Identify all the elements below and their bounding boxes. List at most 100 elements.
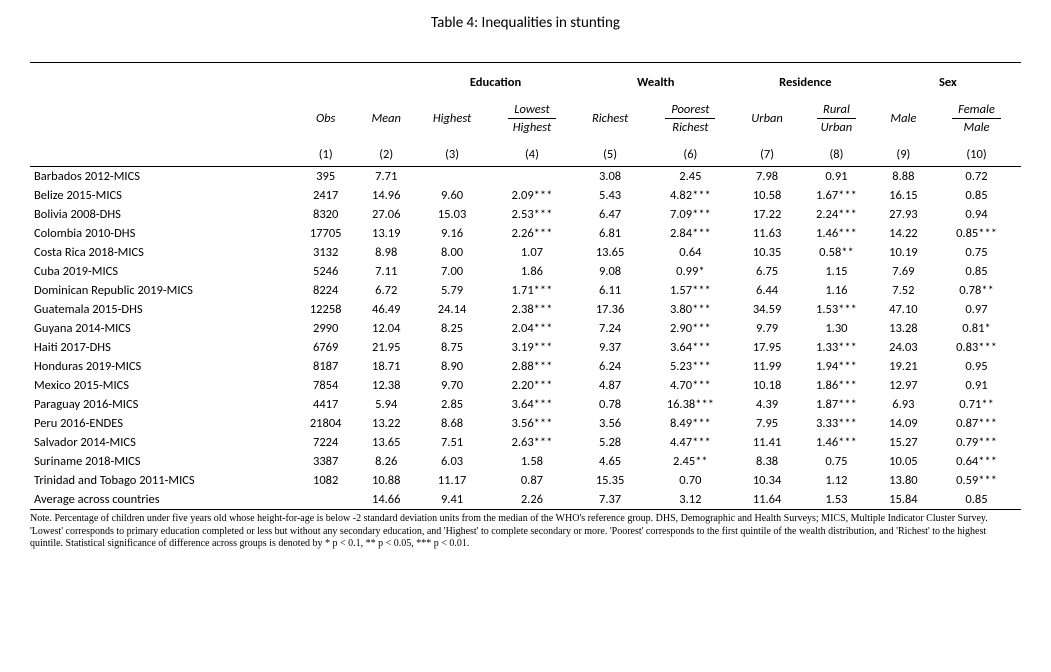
cell: 6.24 (575, 357, 644, 376)
cell: 7854 (295, 376, 357, 395)
cell: 1.15 (798, 262, 875, 281)
colnum: (8) (798, 137, 875, 167)
cell: 0.91 (932, 376, 1021, 395)
col-r-urban: Urban (736, 96, 798, 137)
ratio-bot: Highest (492, 119, 571, 135)
col-ed-highest: Highest (416, 96, 489, 137)
table-row: Costa Rica 2018-MICS31328.988.001.0713.6… (30, 243, 1021, 262)
cell: 1.12 (798, 471, 875, 490)
cell: 0.75 (798, 452, 875, 471)
cell: 2.84*** (645, 224, 736, 243)
cell: 24.14 (416, 300, 489, 319)
cell: 21.95 (357, 338, 416, 357)
cell: 0.64*** (932, 452, 1021, 471)
table-row: Average across countries14.669.412.267.3… (30, 490, 1021, 510)
row-label: Mexico 2015-MICS (30, 376, 295, 395)
cell: 0.64 (645, 243, 736, 262)
col-number-row: (1) (2) (3) (4) (5) (6) (7) (8) (9) (10) (30, 137, 1021, 167)
table-head: Education Wealth Residence Sex Obs Mean … (30, 63, 1021, 167)
cell: 0.83*** (932, 338, 1021, 357)
cell: 12258 (295, 300, 357, 319)
table-row: Peru 2016-ENDES2180413.228.683.56***3.56… (30, 414, 1021, 433)
cell: 0.87 (488, 471, 575, 490)
table-body: Barbados 2012-MICS3957.713.082.457.980.9… (30, 167, 1021, 510)
cell: 4.70*** (645, 376, 736, 395)
cell: 7.00 (416, 262, 489, 281)
table-row: Salvador 2014-MICS722413.657.512.63***5.… (30, 433, 1021, 452)
colnum: (2) (357, 137, 416, 167)
cell: 8187 (295, 357, 357, 376)
cell: 5.28 (575, 433, 644, 452)
cell: 7.95 (736, 414, 798, 433)
cell: 0.85 (932, 262, 1021, 281)
row-label: Paraguay 2016-MICS (30, 395, 295, 414)
cell: 6.11 (575, 281, 644, 300)
cell: 8320 (295, 205, 357, 224)
cell: 10.34 (736, 471, 798, 490)
cell: 1.94*** (798, 357, 875, 376)
table-row: Colombia 2010-DHS1770513.199.162.26***6.… (30, 224, 1021, 243)
cell: 11.63 (736, 224, 798, 243)
cell: 17705 (295, 224, 357, 243)
cell: 7.71 (357, 167, 416, 187)
group-residence: Residence (736, 67, 875, 96)
cell: 13.19 (357, 224, 416, 243)
cell: 13.65 (357, 433, 416, 452)
cell: 10.88 (357, 471, 416, 490)
cell: 6.47 (575, 205, 644, 224)
cell: 1082 (295, 471, 357, 490)
cell: 395 (295, 167, 357, 187)
cell: 2.09*** (488, 186, 575, 205)
cell: 19.21 (875, 357, 932, 376)
cell: 8.00 (416, 243, 489, 262)
cell: 8.38 (736, 452, 798, 471)
ratio-bot: Male (936, 119, 1017, 135)
blank-cell (295, 67, 357, 96)
col-ed-ratio: Lowest Highest (488, 96, 575, 137)
cell: 1.30 (798, 319, 875, 338)
cell: 0.75 (932, 243, 1021, 262)
cell: 1.53 (798, 490, 875, 510)
cell: 11.99 (736, 357, 798, 376)
cell: 2990 (295, 319, 357, 338)
cell: 3.08 (575, 167, 644, 187)
ratio-top: Female (952, 102, 1001, 119)
cell: 6.75 (736, 262, 798, 281)
cell: 13.28 (875, 319, 932, 338)
cell: 21804 (295, 414, 357, 433)
cell: 16.38*** (645, 395, 736, 414)
cell: 0.94 (932, 205, 1021, 224)
table-row: Bolivia 2008-DHS832027.0615.032.53***6.4… (30, 205, 1021, 224)
row-label: Haiti 2017-DHS (30, 338, 295, 357)
cell: 0.58** (798, 243, 875, 262)
cell: 0.85 (932, 490, 1021, 510)
cell: 7.24 (575, 319, 644, 338)
cell: 1.86*** (798, 376, 875, 395)
table-row: Barbados 2012-MICS3957.713.082.457.980.9… (30, 167, 1021, 187)
cell: 9.16 (416, 224, 489, 243)
cell: 24.03 (875, 338, 932, 357)
row-label: Salvador 2014-MICS (30, 433, 295, 452)
cell: 9.37 (575, 338, 644, 357)
sub-header-row: Obs Mean Highest Lowest Highest Richest … (30, 96, 1021, 137)
cell: 8.26 (357, 452, 416, 471)
cell: 15.84 (875, 490, 932, 510)
cell: 11.17 (416, 471, 489, 490)
cell: 14.66 (357, 490, 416, 510)
cell: 1.46*** (798, 224, 875, 243)
cell: 27.93 (875, 205, 932, 224)
cell: 0.95 (932, 357, 1021, 376)
row-label: Cuba 2019-MICS (30, 262, 295, 281)
row-label: Honduras 2019-MICS (30, 357, 295, 376)
table-row: Haiti 2017-DHS676921.958.753.19***9.373.… (30, 338, 1021, 357)
table-row: Trinidad and Tobago 2011-MICS108210.8811… (30, 471, 1021, 490)
colnum: (3) (416, 137, 489, 167)
colnum: (10) (932, 137, 1021, 167)
cell: 6.72 (357, 281, 416, 300)
cell: 1.86 (488, 262, 575, 281)
group-header-row: Education Wealth Residence Sex (30, 67, 1021, 96)
col-s-ratio: Female Male (932, 96, 1021, 137)
cell: 14.22 (875, 224, 932, 243)
ratio-bot: Urban (802, 119, 871, 135)
cell: 0.78** (932, 281, 1021, 300)
